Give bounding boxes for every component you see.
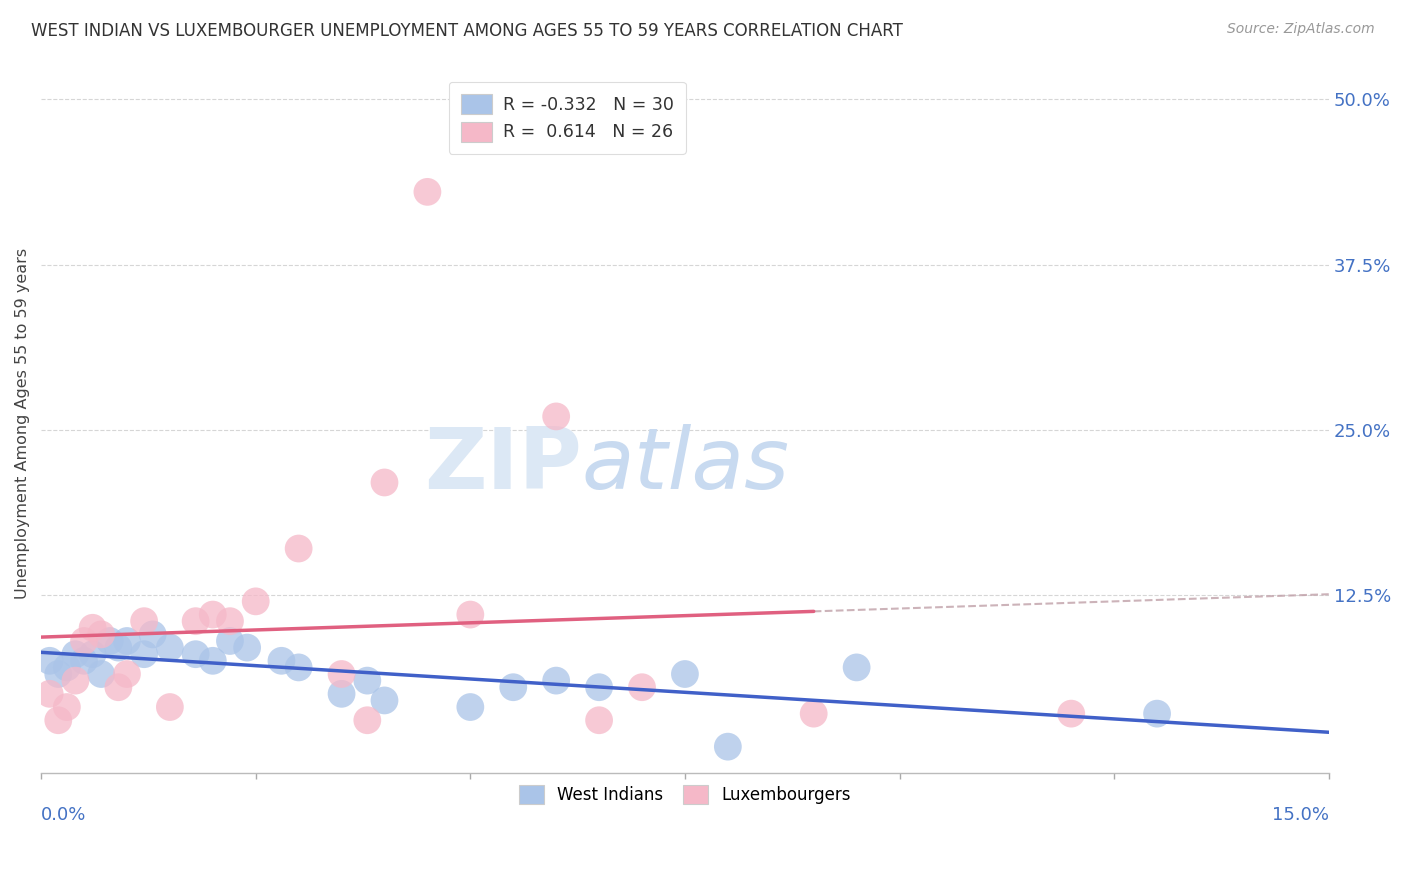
Y-axis label: Unemployment Among Ages 55 to 59 years: Unemployment Among Ages 55 to 59 years — [15, 247, 30, 599]
Text: 0.0%: 0.0% — [41, 806, 87, 824]
Point — [588, 680, 610, 694]
Point — [845, 660, 868, 674]
Point — [159, 700, 181, 714]
Point — [803, 706, 825, 721]
Point — [56, 660, 79, 674]
Point — [460, 607, 482, 622]
Text: ZIP: ZIP — [425, 424, 582, 507]
Point — [82, 621, 104, 635]
Point — [115, 667, 138, 681]
Point — [115, 634, 138, 648]
Point — [356, 673, 378, 688]
Point — [184, 647, 207, 661]
Point — [46, 713, 69, 727]
Point — [90, 667, 112, 681]
Text: WEST INDIAN VS LUXEMBOURGER UNEMPLOYMENT AMONG AGES 55 TO 59 YEARS CORRELATION C: WEST INDIAN VS LUXEMBOURGER UNEMPLOYMENT… — [31, 22, 903, 40]
Point — [134, 614, 156, 628]
Point — [631, 680, 654, 694]
Point — [673, 667, 696, 681]
Text: Source: ZipAtlas.com: Source: ZipAtlas.com — [1227, 22, 1375, 37]
Point — [373, 693, 395, 707]
Point — [142, 627, 165, 641]
Point — [287, 660, 309, 674]
Point — [201, 654, 224, 668]
Point — [373, 475, 395, 490]
Point — [287, 541, 309, 556]
Point — [416, 185, 439, 199]
Point — [90, 627, 112, 641]
Text: 15.0%: 15.0% — [1272, 806, 1329, 824]
Point — [38, 654, 60, 668]
Point — [460, 700, 482, 714]
Point — [270, 654, 292, 668]
Point — [73, 634, 96, 648]
Point — [219, 614, 242, 628]
Point — [356, 713, 378, 727]
Point — [38, 687, 60, 701]
Point — [65, 673, 87, 688]
Point — [56, 700, 79, 714]
Legend: West Indians, Luxembourgers: West Indians, Luxembourgers — [509, 774, 860, 814]
Point — [98, 634, 121, 648]
Point — [330, 667, 353, 681]
Point — [245, 594, 267, 608]
Point — [502, 680, 524, 694]
Point — [546, 409, 568, 424]
Point — [1146, 706, 1168, 721]
Point — [588, 713, 610, 727]
Point — [1060, 706, 1083, 721]
Point — [82, 647, 104, 661]
Point — [236, 640, 259, 655]
Point — [65, 647, 87, 661]
Point — [546, 673, 568, 688]
Point — [717, 739, 740, 754]
Text: atlas: atlas — [582, 424, 790, 507]
Point — [184, 614, 207, 628]
Point — [134, 647, 156, 661]
Point — [73, 654, 96, 668]
Point — [201, 607, 224, 622]
Point — [107, 680, 129, 694]
Point — [159, 640, 181, 655]
Point — [219, 634, 242, 648]
Point — [107, 640, 129, 655]
Point — [46, 667, 69, 681]
Point — [330, 687, 353, 701]
